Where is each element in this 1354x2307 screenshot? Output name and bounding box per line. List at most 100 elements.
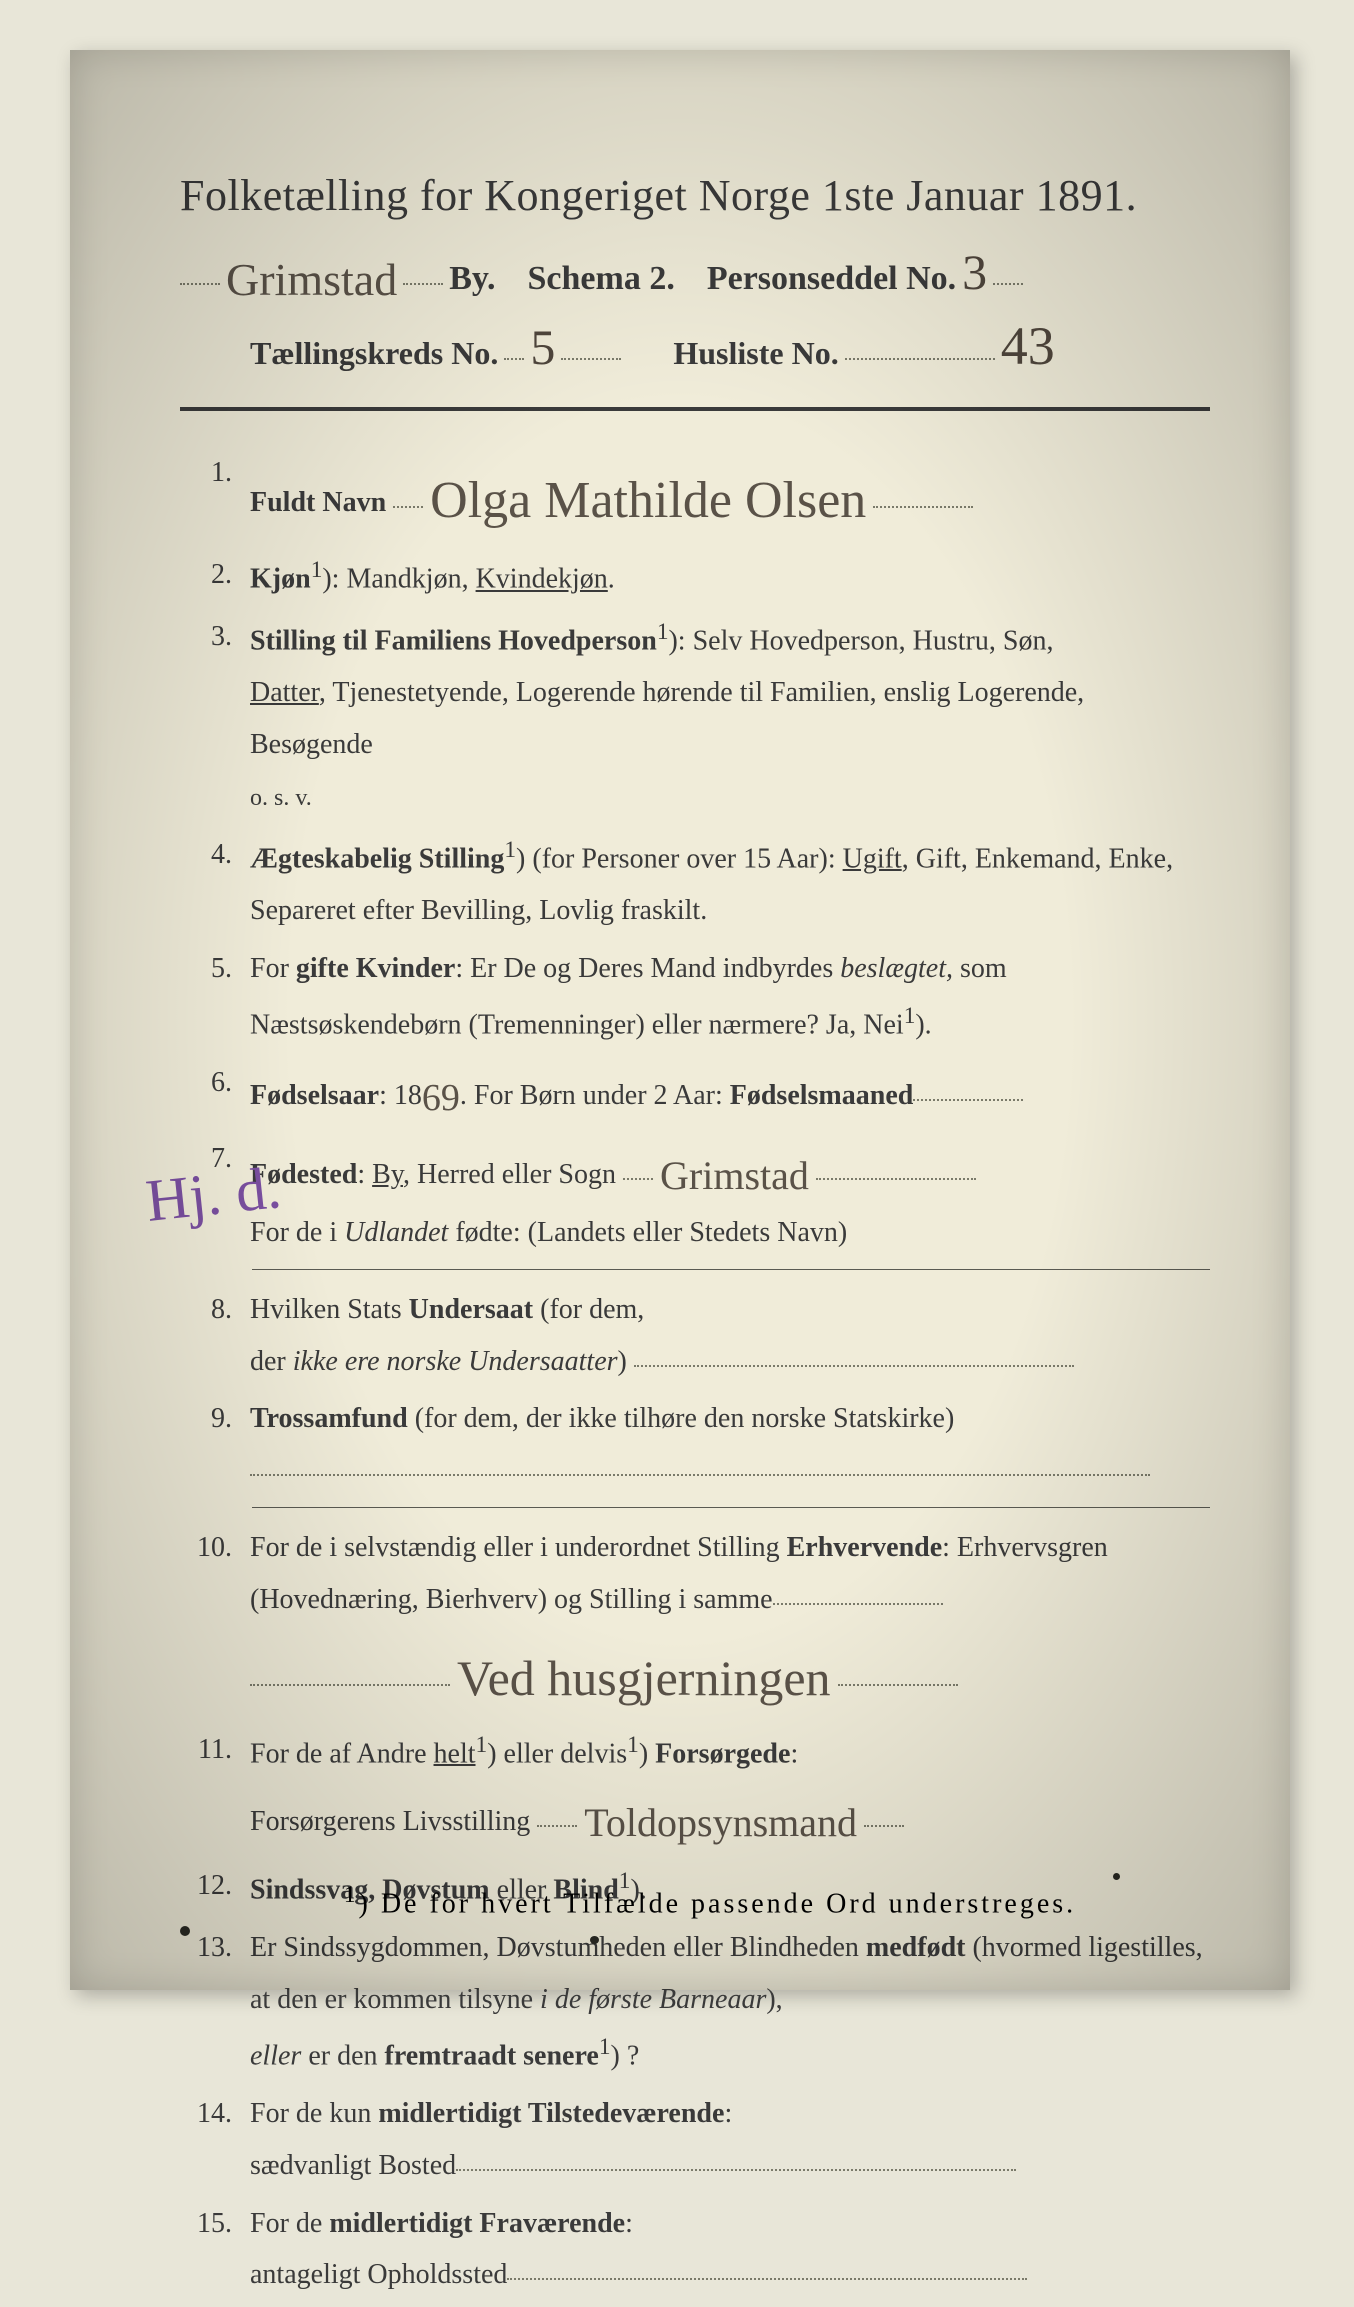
city-handwritten: Grimstad [226, 253, 397, 306]
item-body: For gifte Kvinder: Er De og Deres Mand i… [250, 943, 1210, 1051]
label: Fødselsaar [250, 1080, 379, 1111]
bold: Erhvervende [787, 1532, 943, 1563]
item-3: 3. Stilling til Familiens Hovedperson1):… [180, 611, 1210, 823]
item-body: Fødested: By, Herred eller Sogn Grimstad… [250, 1133, 1210, 1259]
item-num: 13. [180, 1922, 232, 2082]
sup: 1 [657, 619, 669, 645]
dots [393, 481, 423, 508]
text: For de i selvstændig eller i underordnet… [250, 1532, 787, 1563]
text: (for dem, [533, 1294, 644, 1325]
text: . For Børn under 2 Aar: [460, 1080, 730, 1111]
footnote: 1) De for hvert Tilfælde passende Ord un… [250, 1882, 1170, 1920]
bold: midlertidigt Fraværende [329, 2208, 625, 2239]
dots [250, 1658, 450, 1685]
item-num: 1. [180, 447, 232, 543]
item-11: 11. For de af Andre helt1) eller delvis1… [180, 1724, 1210, 1854]
text: . [608, 564, 615, 595]
text: delvis [560, 1738, 627, 1769]
item-num: 11. [180, 1724, 232, 1854]
year-hand: 69 [422, 1063, 460, 1133]
item-num: 3. [180, 611, 232, 823]
item-8: 8. Hvilken Stats Undersaat (for dem, der… [180, 1284, 1210, 1388]
header-line-2: Grimstad By. Schema 2. Personseddel No. … [180, 243, 1210, 301]
footnote-text: ) De for hvert Tilfælde passende Ord und… [359, 1888, 1077, 1919]
item-2: 2. Kjøn1): Mandkjøn, Kvindekjøn. [180, 549, 1210, 605]
label: Ægteskabelig Stilling [250, 843, 504, 874]
speck [590, 1936, 599, 1944]
text: ), [766, 1984, 782, 2015]
item-num: 14. [180, 2088, 232, 2192]
sup: 1 [627, 1732, 639, 1758]
text: For [250, 953, 296, 984]
text: Hvilken Stats [250, 1294, 409, 1325]
dots [537, 1800, 577, 1827]
text: Forsørgerens Livsstilling [250, 1806, 530, 1837]
dots [180, 249, 220, 285]
text: ) [618, 1346, 627, 1377]
text: Er Sindssygdommen, Døvstumheden eller Bl… [250, 1932, 866, 1963]
item-body: Er Sindssygdommen, Døvstumheden eller Bl… [250, 1922, 1210, 2082]
dots [838, 1658, 958, 1685]
item-body: For de kun midlertidigt Tilstedeværende:… [250, 2088, 1210, 2192]
underlined: Ugift [843, 843, 902, 874]
bold: medfødt [866, 1932, 966, 1963]
osv: o. s. v. [250, 785, 312, 811]
item-13: 13. Er Sindssygdommen, Døvstumheden elle… [180, 1922, 1210, 2082]
item-6: 6. Fødselsaar: 1869. For Børn under 2 Aa… [180, 1057, 1210, 1127]
text: : 18 [379, 1080, 422, 1111]
divider [180, 407, 1210, 411]
item-body: Ægteskabelig Stilling1) (for Personer ov… [250, 829, 1210, 937]
birthplace-hand: Grimstad [660, 1139, 809, 1213]
thin-divider [252, 1507, 1210, 1508]
italic: beslægtet, [840, 953, 953, 984]
text: For de kun [250, 2098, 378, 2129]
italic: i de første Barneaar [540, 1984, 766, 2015]
dots [403, 249, 443, 285]
text: der [250, 1346, 293, 1377]
text: antageligt Opholdssted [250, 2259, 507, 2290]
item-body: Kjøn1): Mandkjøn, Kvindekjøn. [250, 549, 1210, 605]
item-body: Hvilken Stats Undersaat (for dem, der ik… [250, 1284, 1210, 1388]
dots [913, 1073, 1023, 1100]
text: (for dem, der ikke tilhøre den norske St… [408, 1403, 955, 1434]
item-num: 10. [180, 1522, 232, 1718]
sup: 1 [476, 1732, 488, 1758]
item-5: 5. For gifte Kvinder: Er De og Deres Man… [180, 943, 1210, 1051]
text: ) eller [487, 1738, 560, 1769]
dots [993, 249, 1023, 285]
dots [561, 326, 621, 360]
text: ) [639, 1738, 655, 1769]
item-9: 9. Trossamfund (for dem, der ikke tilhør… [180, 1393, 1210, 1497]
bold: Fødselsmaaned [730, 1080, 914, 1111]
dots [507, 2253, 1027, 2280]
name-handwritten: Olga Mathilde Olsen [430, 453, 866, 549]
item-7: 7. Fødested: By, Herred eller Sogn Grims… [180, 1133, 1210, 1259]
item-body: Trossamfund (for dem, der ikke tilhøre d… [250, 1393, 1210, 1497]
title-line: Folketælling for Kongeriget Norge 1ste J… [180, 170, 1210, 221]
dots [845, 326, 995, 360]
personseddel-no: 3 [962, 243, 987, 301]
label: Fuldt Navn [250, 487, 386, 518]
item-body: For de midlertidigt Fraværende: antageli… [250, 2198, 1210, 2302]
text: : Er De og Deres Mand indbyrdes [455, 953, 840, 984]
item-body: For de i selvstændig eller i underordnet… [250, 1522, 1210, 1718]
text: ): Mandkjøn, [322, 564, 475, 595]
text: ) (for Personer over 15 Aar): [516, 843, 843, 874]
provider-hand: Toldopsynsmand [584, 1786, 857, 1860]
item-num: 4. [180, 829, 232, 937]
underlined: Kvindekjøn [476, 564, 608, 595]
underlined: By [372, 1159, 403, 1190]
item-num: 2. [180, 549, 232, 605]
dots [634, 1339, 1074, 1366]
text: : [625, 2208, 633, 2239]
item-body: For de af Andre helt1) eller delvis1) Fo… [250, 1724, 1210, 1854]
speck [1113, 1873, 1120, 1880]
schema-label: Schema 2. [528, 260, 675, 298]
item-4: 4. Ægteskabelig Stilling1) (for Personer… [180, 829, 1210, 937]
dots [504, 326, 524, 360]
text: : [357, 1159, 372, 1190]
item-num: 15. [180, 2198, 232, 2302]
kreds-no: 5 [530, 318, 555, 376]
text: , Herred eller Sogn [403, 1159, 616, 1190]
margin-note-hand: Hj. d. [143, 1153, 284, 1236]
